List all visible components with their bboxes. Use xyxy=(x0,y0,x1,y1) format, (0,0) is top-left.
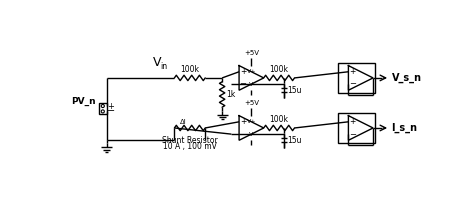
Text: +: + xyxy=(349,67,356,76)
Text: V+: V+ xyxy=(247,119,257,124)
Text: V_s_n: V_s_n xyxy=(392,73,421,83)
Bar xyxy=(99,103,107,114)
Text: V-: V- xyxy=(249,132,255,137)
Text: 100k: 100k xyxy=(180,65,199,74)
Text: in: in xyxy=(161,62,168,71)
Text: −: − xyxy=(349,80,356,89)
Text: ΔI: ΔI xyxy=(180,119,187,125)
Text: +: + xyxy=(240,67,246,76)
Text: 15u: 15u xyxy=(288,136,302,145)
Text: 1k: 1k xyxy=(226,90,235,99)
Text: −: − xyxy=(239,80,246,89)
Text: 15u: 15u xyxy=(288,86,302,95)
Text: +5V: +5V xyxy=(244,100,259,106)
Text: +: + xyxy=(108,102,114,111)
Text: V+: V+ xyxy=(247,69,257,74)
Text: V-: V- xyxy=(249,82,255,87)
Bar xyxy=(337,63,375,93)
Bar xyxy=(337,113,375,142)
Text: 100k: 100k xyxy=(270,115,289,124)
Text: PV_n: PV_n xyxy=(71,96,96,106)
Text: I_s_n: I_s_n xyxy=(392,123,418,133)
Text: +5V: +5V xyxy=(244,50,259,56)
Text: −: − xyxy=(108,106,116,117)
Text: +: + xyxy=(240,117,246,126)
Text: 10 A , 100 mV: 10 A , 100 mV xyxy=(163,142,217,151)
Text: +: + xyxy=(349,117,356,126)
Text: Shunt Resistor: Shunt Resistor xyxy=(162,136,218,145)
Text: V: V xyxy=(153,56,161,69)
Text: 100k: 100k xyxy=(270,65,289,74)
Text: −: − xyxy=(349,130,356,139)
Text: −: − xyxy=(239,130,246,139)
